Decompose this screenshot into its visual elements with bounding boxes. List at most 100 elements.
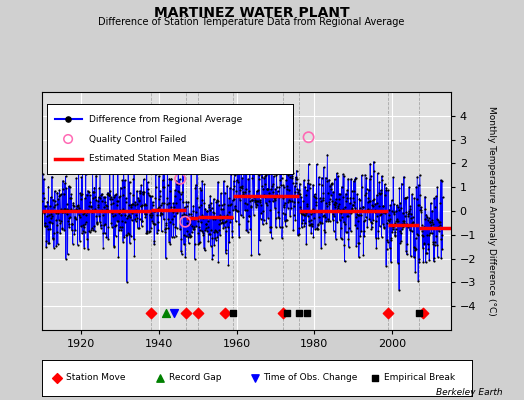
Point: [390, 210, 398, 217]
Point: [382, 184, 390, 191]
Point: [246, 156, 254, 162]
Point: [322, 218, 330, 225]
Point: [124, 231, 133, 237]
Point: [399, 218, 407, 224]
Point: [83, 187, 92, 194]
Point: [117, 227, 125, 233]
Point: [310, 209, 319, 215]
Point: [387, 237, 396, 243]
Point: [200, 181, 209, 188]
Point: [388, 229, 397, 236]
Point: [93, 218, 102, 225]
Point: [305, 181, 314, 187]
Point: [389, 209, 398, 216]
Point: [341, 258, 349, 265]
Point: [173, 188, 182, 194]
Point: [405, 210, 413, 217]
Point: [61, 173, 70, 180]
Point: [351, 204, 359, 211]
Point: [250, 197, 259, 204]
Point: [148, 218, 156, 224]
Point: [122, 199, 130, 205]
Point: [162, 310, 171, 316]
Point: [100, 194, 108, 200]
Point: [213, 197, 221, 203]
Point: [344, 235, 353, 242]
Point: [265, 190, 273, 196]
Point: [296, 191, 304, 198]
Point: [114, 254, 123, 260]
Point: [334, 196, 343, 203]
Point: [80, 244, 88, 251]
Point: [192, 208, 201, 215]
Point: [407, 211, 416, 217]
Point: [60, 206, 68, 212]
Point: [402, 248, 410, 254]
Point: [289, 170, 297, 176]
Point: [428, 218, 436, 225]
Point: [385, 212, 393, 218]
Point: [320, 164, 328, 170]
Point: [135, 224, 144, 231]
Point: [177, 248, 185, 254]
Point: [384, 187, 392, 194]
Point: [137, 202, 145, 209]
Point: [365, 186, 373, 193]
Point: [436, 236, 445, 242]
Point: [420, 216, 429, 222]
Point: [304, 213, 312, 220]
Point: [59, 190, 68, 197]
Point: [146, 214, 155, 220]
Point: [66, 195, 74, 202]
Point: [230, 183, 238, 189]
Point: [187, 170, 195, 176]
Point: [44, 239, 52, 246]
Point: [200, 245, 208, 251]
Point: [193, 218, 202, 224]
Point: [389, 174, 397, 180]
Point: [324, 218, 332, 224]
Point: [82, 170, 90, 177]
Point: [202, 208, 211, 214]
Point: [411, 235, 420, 242]
Point: [203, 218, 212, 224]
Point: [115, 194, 124, 200]
Point: [430, 255, 439, 261]
Point: [399, 224, 408, 230]
Point: [114, 198, 122, 204]
Point: [354, 212, 362, 218]
Point: [335, 190, 343, 197]
Point: [161, 225, 170, 231]
Point: [421, 206, 430, 212]
Point: [139, 188, 148, 195]
Point: [174, 165, 182, 171]
Point: [334, 173, 342, 179]
Point: [376, 211, 385, 218]
Point: [138, 217, 147, 224]
Point: [244, 229, 252, 235]
Point: [427, 230, 435, 236]
Point: [71, 227, 80, 234]
Point: [89, 170, 97, 176]
Point: [313, 224, 322, 231]
Point: [117, 212, 126, 218]
Point: [100, 222, 108, 228]
Point: [316, 198, 325, 204]
Point: [63, 206, 71, 212]
Point: [383, 246, 391, 252]
Point: [275, 194, 283, 200]
Point: [75, 205, 83, 211]
Point: [357, 208, 365, 214]
Point: [152, 207, 161, 213]
Point: [421, 193, 429, 200]
Point: [106, 188, 115, 194]
Point: [46, 219, 54, 225]
Point: [82, 211, 91, 218]
Point: [391, 229, 400, 235]
Point: [221, 250, 230, 256]
Point: [171, 187, 179, 194]
Point: [435, 224, 443, 230]
Point: [386, 202, 395, 208]
Point: [360, 228, 368, 234]
Point: [40, 195, 48, 202]
